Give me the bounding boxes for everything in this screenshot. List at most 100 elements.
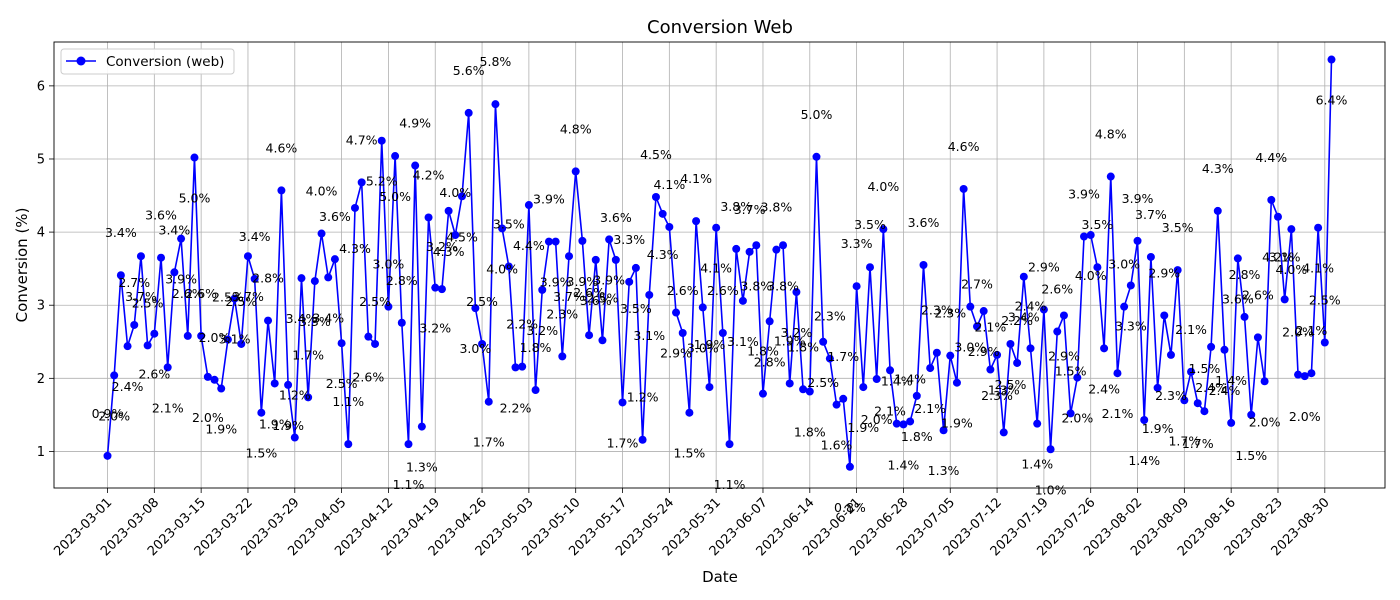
data-point	[518, 362, 527, 371]
data-point	[591, 255, 600, 264]
data-point	[371, 339, 380, 348]
data-label: 3.9%	[567, 274, 599, 289]
data-label: 1.7%	[827, 349, 859, 364]
data-point	[1140, 416, 1149, 424]
data-label: 3.6%	[319, 209, 351, 224]
data-point	[999, 428, 1008, 437]
data-point	[190, 153, 199, 162]
data-point	[812, 152, 821, 161]
data-point	[297, 274, 306, 283]
data-point	[732, 244, 741, 253]
data-point	[879, 225, 888, 234]
data-label: 3.9%	[593, 272, 625, 287]
data-label: 3.0%	[373, 257, 405, 272]
data-point	[123, 342, 132, 351]
data-point	[357, 178, 366, 187]
data-label: 2.5%	[225, 294, 257, 309]
data-point	[1300, 372, 1309, 381]
data-label: 4.3%	[433, 244, 465, 259]
data-label: 1.3%	[928, 463, 960, 478]
data-point	[1033, 419, 1042, 428]
data-label: 2.5%	[326, 376, 358, 391]
data-point	[1160, 311, 1169, 320]
data-point	[946, 351, 955, 360]
data-point	[478, 339, 487, 348]
data-point	[103, 451, 112, 460]
data-point	[939, 426, 948, 435]
y-axis-label: Conversion (%)	[13, 208, 31, 323]
data-point	[1173, 266, 1182, 275]
data-point	[237, 339, 246, 348]
data-label: 4.3%	[1202, 161, 1234, 176]
data-label: 3.4%	[1008, 310, 1040, 325]
data-point	[1273, 212, 1282, 221]
data-point	[779, 241, 788, 250]
data-label: 4.0%	[486, 261, 518, 276]
data-label: 2.3%	[934, 306, 966, 321]
data-point	[337, 339, 346, 348]
data-point	[611, 255, 620, 264]
data-label: 2.6%	[573, 285, 605, 300]
data-point	[183, 331, 192, 340]
data-point	[116, 271, 125, 280]
data-label: 2.0%	[1249, 414, 1281, 429]
series-line-conversion-web	[106, 59, 1333, 468]
data-label: 4.4%	[1255, 150, 1287, 165]
data-label: 2.3%	[814, 309, 846, 324]
data-point	[665, 222, 674, 231]
data-label: 2.9%	[1148, 265, 1180, 280]
data-point	[284, 380, 293, 389]
data-point	[685, 408, 694, 417]
data-point	[417, 422, 426, 431]
legend-marker-swatch	[76, 56, 86, 66]
data-label: 2.1%	[974, 320, 1006, 335]
data-point	[1253, 333, 1262, 342]
data-point	[1327, 55, 1336, 64]
data-point	[457, 192, 466, 201]
data-point	[1260, 377, 1269, 386]
data-point	[464, 108, 473, 117]
data-label: 2.1%	[152, 400, 184, 415]
data-point	[277, 186, 286, 195]
data-label: 2.0%	[1061, 411, 1093, 426]
data-point	[1220, 345, 1229, 354]
data-point	[805, 387, 814, 396]
data-label: 1.8%	[747, 344, 779, 359]
data-point	[217, 384, 226, 393]
data-label: 3.1%	[219, 332, 251, 347]
data-label: 4.4%	[513, 238, 545, 253]
data-label: 3.9%	[1122, 191, 1154, 206]
data-label: 2.7%	[961, 276, 993, 291]
data-point	[1059, 311, 1068, 320]
data-label: 1.4%	[1128, 453, 1160, 468]
data-point	[444, 206, 453, 215]
data-point	[350, 203, 359, 212]
data-label: 2.4%	[1088, 381, 1120, 396]
data-label: 1.9%	[259, 416, 291, 431]
data-point	[223, 335, 232, 344]
data-point	[538, 285, 547, 294]
data-point	[1187, 367, 1196, 376]
data-point	[618, 398, 627, 407]
data-label: 2.6%	[172, 286, 204, 301]
data-point	[832, 400, 841, 409]
data-label: 1.3%	[406, 460, 438, 475]
data-point	[391, 152, 400, 161]
data-point	[825, 354, 834, 363]
data-point	[1013, 358, 1022, 367]
data-point	[986, 365, 995, 374]
y-tick-label: 1	[37, 445, 45, 460]
data-point	[377, 136, 386, 145]
data-point	[638, 435, 647, 444]
data-point	[324, 273, 333, 282]
data-point	[1126, 281, 1135, 290]
data-label: 3.9%	[1068, 186, 1100, 201]
data-label: 1.9%	[1142, 421, 1174, 436]
data-label: 4.2%	[1262, 250, 1294, 265]
data-label: 2.3%	[546, 306, 578, 321]
data-point	[163, 363, 172, 372]
data-label: 2.9%	[968, 344, 1000, 359]
data-label: 1.4%	[894, 371, 926, 386]
data-point	[136, 252, 145, 261]
